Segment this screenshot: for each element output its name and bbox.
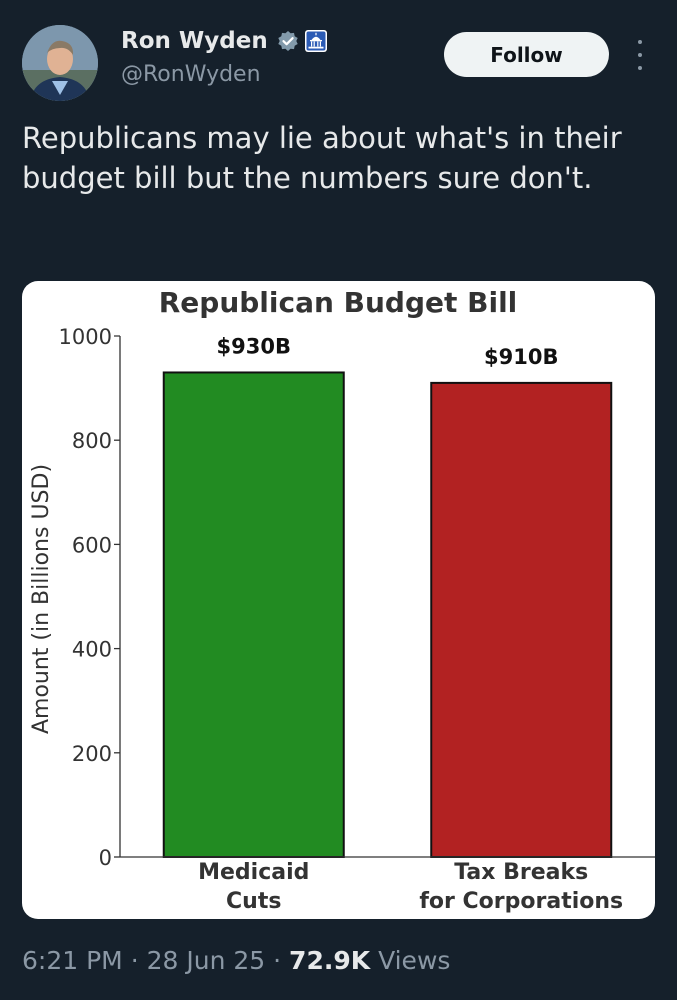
more-dot xyxy=(638,66,642,70)
author-handle[interactable]: @RonWyden xyxy=(121,62,261,87)
tweet-date[interactable]: 28 Jun 25 xyxy=(146,946,266,975)
x-tick-label: for Corporations xyxy=(419,889,623,914)
y-tick-label: 200 xyxy=(72,742,112,766)
capitol-building-icon xyxy=(304,30,327,52)
y-tick-label: 600 xyxy=(72,533,112,557)
meta-separator: · xyxy=(130,946,139,975)
follow-button[interactable]: Follow xyxy=(444,32,609,77)
x-tick-label: Medicaid xyxy=(198,860,309,885)
bar xyxy=(430,381,613,858)
author-name[interactable]: Ron Wyden xyxy=(121,28,268,54)
views-count[interactable]: 72.9K xyxy=(289,946,371,975)
y-tick-label: 800 xyxy=(72,429,112,453)
author-name-row: Ron Wyden xyxy=(121,28,327,54)
y-axis-label: Amount (in Billions USD) xyxy=(29,464,54,734)
x-tick-label: Tax Breaks xyxy=(454,860,588,885)
bar xyxy=(162,371,345,858)
verified-badge-icon xyxy=(277,30,299,52)
y-tick-label: 0 xyxy=(99,846,112,870)
y-tick-label: 400 xyxy=(72,638,112,662)
tweet-image[interactable]: Republican Budget Bill Amount (in Billio… xyxy=(22,281,655,919)
tweet-meta: 6:21 PM · 28 Jun 25 · 72.9K Views xyxy=(22,946,450,975)
more-dot xyxy=(638,53,642,57)
x-tick-label: Cuts xyxy=(226,889,281,914)
more-options-icon[interactable] xyxy=(628,40,652,70)
y-tick-label: 1000 xyxy=(59,325,112,349)
meta-separator: · xyxy=(273,946,282,975)
tweet-text: Republicans may lie about what's in thei… xyxy=(22,121,622,195)
bar-chart: Republican Budget Bill Amount (in Billio… xyxy=(29,286,655,914)
data-label: $910B xyxy=(484,345,558,369)
data-label: $930B xyxy=(217,334,291,358)
author-avatar[interactable] xyxy=(22,25,98,101)
more-dot xyxy=(638,40,642,44)
tweet-time[interactable]: 6:21 PM xyxy=(22,946,123,975)
views-label: Views xyxy=(378,946,451,975)
chart-title: Republican Budget Bill xyxy=(159,286,518,319)
